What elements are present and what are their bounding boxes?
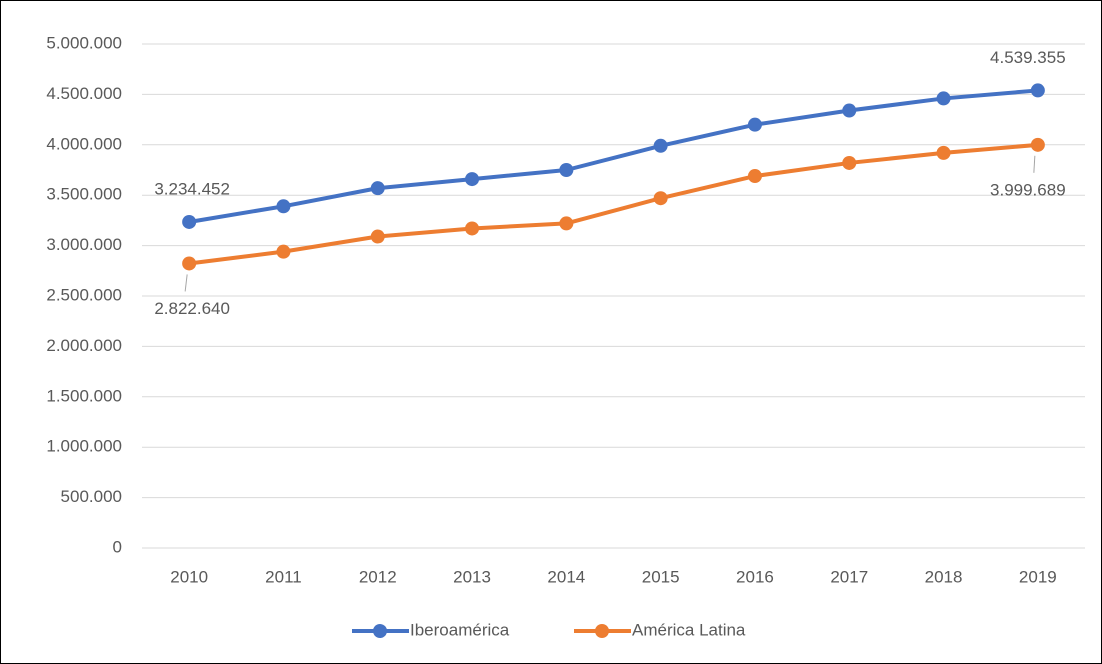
y-tick-label: 0	[113, 537, 122, 556]
data-label: 2.822.640	[154, 299, 230, 318]
y-tick-label: 500.000	[61, 487, 122, 506]
marker	[276, 199, 291, 214]
marker	[182, 256, 197, 271]
data-label: 3.234.452	[154, 179, 230, 198]
y-tick-label: 5.000.000	[46, 33, 122, 52]
marker	[465, 172, 480, 187]
marker	[559, 216, 574, 231]
legend-marker	[595, 624, 609, 638]
marker	[276, 244, 291, 259]
y-tick-label: 2.000.000	[46, 336, 122, 355]
marker	[559, 163, 574, 177]
x-tick-label: 2019	[1019, 567, 1057, 586]
marker	[653, 138, 668, 153]
x-tick-label: 2014	[547, 567, 585, 586]
marker	[936, 91, 951, 106]
y-tick-label: 1.500.000	[46, 386, 122, 405]
x-tick-label: 2012	[359, 567, 397, 586]
leader-line	[184, 274, 188, 292]
x-tick-label: 2010	[170, 567, 208, 586]
marker	[370, 229, 385, 244]
legend-label: Iberoamérica	[410, 620, 510, 639]
y-tick-label: 3.000.000	[46, 235, 122, 254]
x-tick-label: 2016	[736, 567, 774, 586]
series-line	[188, 142, 1039, 266]
series-line	[188, 88, 1039, 224]
x-tick-label: 2017	[830, 567, 868, 586]
marker	[936, 145, 951, 160]
y-tick-label: 4.000.000	[46, 134, 122, 153]
marker	[842, 103, 857, 118]
data-label: 4.539.355	[990, 48, 1066, 67]
marker	[842, 155, 857, 170]
y-tick-label: 3.500.000	[46, 185, 122, 204]
data-label: 3.999.689	[990, 180, 1066, 199]
legend-label: América Latina	[632, 620, 746, 639]
x-tick-label: 2018	[925, 567, 963, 586]
y-tick-label: 4.500.000	[46, 84, 122, 103]
legend-marker	[373, 624, 387, 638]
leader-line	[1033, 155, 1036, 173]
marker	[747, 169, 762, 184]
marker	[1030, 137, 1045, 152]
y-tick-label: 2.500.000	[46, 285, 122, 304]
marker	[465, 221, 480, 236]
marker	[182, 214, 197, 229]
marker	[747, 117, 762, 132]
marker	[1030, 83, 1045, 98]
x-tick-label: 2013	[453, 567, 491, 586]
marker	[370, 181, 385, 196]
marker	[653, 191, 668, 206]
x-tick-label: 2011	[265, 567, 302, 586]
y-tick-label: 1.000.000	[46, 437, 122, 456]
x-tick-label: 2015	[642, 567, 680, 586]
